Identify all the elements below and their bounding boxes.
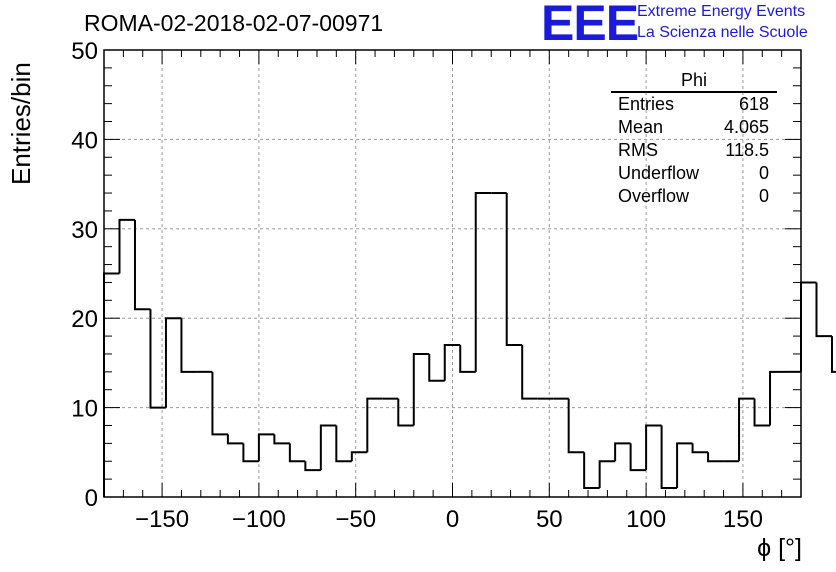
histogram-bin bbox=[350, 451, 368, 462]
histogram-bin bbox=[583, 452, 600, 490]
histogram-bin bbox=[428, 353, 445, 382]
x-tick-label: −50 bbox=[335, 506, 376, 533]
histogram-bin bbox=[443, 344, 461, 381]
x-axis-label: ϕ [°] bbox=[757, 534, 802, 562]
y-tick-label: 50 bbox=[71, 38, 98, 65]
x-tick-label: 150 bbox=[723, 506, 763, 533]
histogram-bin bbox=[567, 398, 585, 454]
histogram-bin bbox=[164, 317, 182, 408]
stats-label: Mean bbox=[618, 117, 664, 137]
stats-row-underflow: Underflow 0 bbox=[611, 162, 777, 185]
x-tick-label: 50 bbox=[536, 506, 563, 533]
histogram-bin bbox=[676, 442, 693, 489]
histogram-bin bbox=[319, 424, 337, 471]
y-axis-ticks: 0 10 20 30 40 50 bbox=[71, 38, 801, 512]
stats-value: 118.5 bbox=[725, 140, 769, 160]
histogram-bin bbox=[830, 336, 836, 373]
y-tick-label: 20 bbox=[71, 306, 98, 333]
histogram-bin bbox=[459, 345, 476, 373]
chart-title: ROMA-02-2018-02-07-00971 bbox=[84, 10, 384, 36]
stats-value: 0 bbox=[758, 186, 769, 206]
histogram-bin bbox=[645, 424, 662, 471]
histogram-bars bbox=[103, 192, 836, 497]
y-tick-label: 40 bbox=[71, 127, 98, 154]
histogram-bin bbox=[412, 352, 430, 426]
histogram-bin bbox=[769, 370, 786, 426]
histogram-bin bbox=[598, 460, 616, 489]
stats-label: RMS bbox=[618, 140, 658, 160]
stats-value: 0 bbox=[758, 163, 769, 183]
histogram-bin bbox=[242, 443, 259, 463]
stats-label: Entries bbox=[618, 94, 675, 114]
histogram-bin bbox=[707, 452, 724, 463]
histogram-bin bbox=[118, 218, 135, 274]
histogram-bin bbox=[660, 425, 678, 490]
x-tick-label: 100 bbox=[626, 506, 666, 533]
histogram-bin bbox=[629, 443, 647, 472]
histogram-bin bbox=[505, 193, 523, 347]
histogram-bin bbox=[691, 443, 709, 454]
histogram-bin bbox=[474, 192, 492, 372]
logo-text-line-1: Extreme Energy Events bbox=[637, 3, 806, 20]
histogram-bin bbox=[103, 272, 120, 497]
statistics-box: Phi Entries 618 Mean 4.065 RMS 118.5 Und… bbox=[611, 70, 777, 208]
histogram-bin bbox=[211, 371, 228, 436]
stats-value: 618 bbox=[738, 94, 769, 114]
eee-logo: EEE bbox=[541, 0, 639, 51]
x-axis-ticks: −150 −100 −50 0 50 100 150 bbox=[103, 50, 802, 533]
x-tick-label: −150 bbox=[135, 506, 189, 533]
y-tick-label: 10 bbox=[71, 396, 98, 423]
stats-value: 4.065 bbox=[723, 117, 769, 137]
histogram-bin bbox=[366, 397, 383, 453]
histogram-bin bbox=[521, 345, 538, 400]
histogram-bin bbox=[273, 434, 290, 445]
logo-text-line-2: La Scienza nelle Scuole bbox=[637, 24, 808, 41]
grid-lines bbox=[104, 50, 801, 497]
histogram-bin bbox=[226, 434, 244, 445]
histogram-bin bbox=[614, 442, 631, 462]
histogram-bin bbox=[753, 398, 771, 427]
histogram-bin bbox=[738, 397, 755, 462]
y-tick-label: 30 bbox=[71, 217, 98, 244]
stats-row-mean: Mean 4.065 bbox=[611, 116, 777, 139]
x-tick-label: −100 bbox=[232, 506, 286, 533]
y-tick-label: 0 bbox=[85, 485, 98, 512]
stats-label: Overflow bbox=[618, 186, 690, 206]
histogram-bin bbox=[149, 309, 166, 409]
stats-title: Phi bbox=[611, 70, 777, 93]
histogram-bin bbox=[335, 425, 352, 463]
stats-row-rms: RMS 118.5 bbox=[611, 139, 777, 162]
stats-row-overflow: Overflow 0 bbox=[611, 185, 777, 208]
histogram-bin bbox=[257, 433, 275, 462]
histogram-bin bbox=[397, 398, 414, 427]
histogram-bin bbox=[180, 318, 197, 373]
stats-label: Underflow bbox=[618, 163, 700, 183]
histogram-bin bbox=[800, 281, 817, 372]
histogram-bin bbox=[288, 443, 306, 463]
histogram-bin bbox=[133, 219, 151, 311]
histogram-bin bbox=[815, 282, 832, 338]
stats-row-entries: Entries 618 bbox=[611, 93, 777, 116]
x-tick-label: 0 bbox=[446, 506, 459, 533]
histogram-bin bbox=[304, 461, 321, 472]
